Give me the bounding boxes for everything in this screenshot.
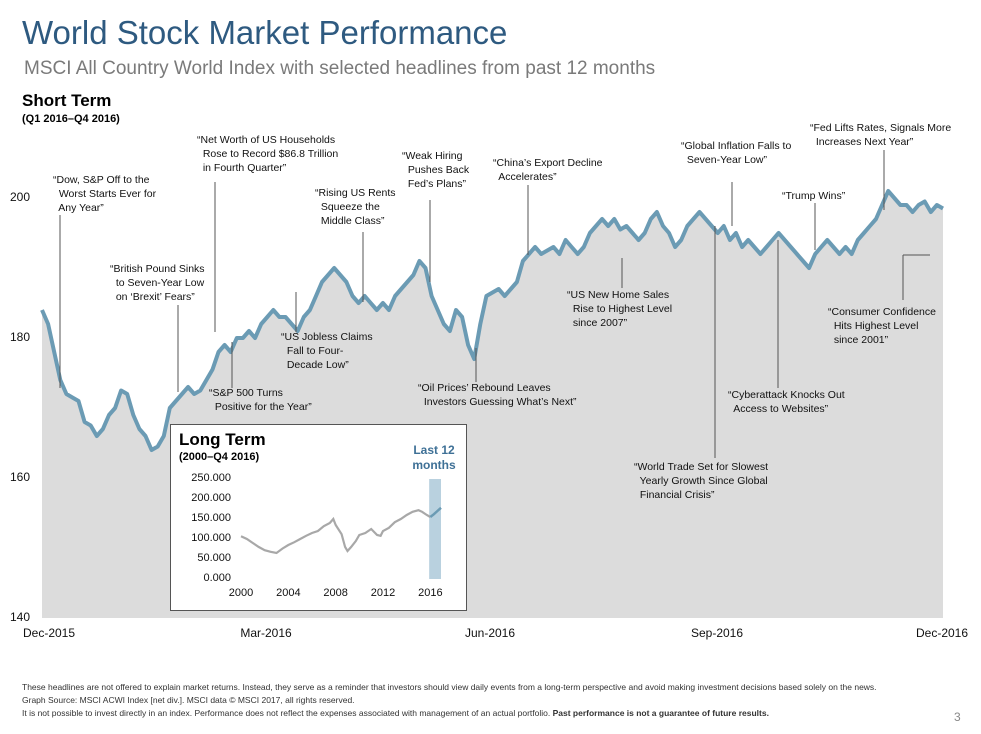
page-number: 3 bbox=[954, 710, 961, 724]
x-tick-label: Sep-2016 bbox=[690, 626, 744, 640]
footnote-source: Graph Source: MSCI ACWI Index [net div.]… bbox=[22, 695, 355, 705]
headline-10: “US New Home Sales Rise to Highest Level… bbox=[567, 289, 673, 329]
long-term-y-tick-label: 100.000 bbox=[191, 532, 231, 544]
headline-4: “S&P 500 Turns Positive for the Year” bbox=[209, 387, 312, 413]
footnote-performance-text: It is not possible to invest directly in… bbox=[22, 708, 553, 718]
x-tick-label: Mar-2016 bbox=[240, 626, 292, 640]
long-term-y-tick-label: 200.000 bbox=[191, 492, 231, 504]
long-term-y-tick-label: 50.000 bbox=[197, 552, 231, 564]
headline-11: “World Trade Set for Slowest Yearly Grow… bbox=[634, 461, 769, 501]
last-12-months-label: Last 12 months bbox=[399, 443, 469, 473]
index-line bbox=[40, 189, 944, 452]
headline-8: “Oil Prices’ Rebound Leaves Investors Gu… bbox=[418, 382, 577, 408]
long-term-y-tick-label: 0.000 bbox=[203, 572, 231, 584]
footnote-performance: It is not possible to invest directly in… bbox=[22, 708, 769, 718]
headline-2: “British Pound Sinks to Seven-Year Low o… bbox=[110, 263, 205, 303]
headline-leaders bbox=[59, 150, 930, 458]
y-tick-label: 180 bbox=[9, 330, 30, 344]
last-12-months-label-line2: months bbox=[412, 458, 456, 472]
long-term-x-tick-label: 2008 bbox=[323, 587, 348, 599]
headline-7: “Weak Hiring Pushes Back Fed’s Plans” bbox=[402, 150, 470, 190]
short-term-title: Short Term bbox=[22, 91, 112, 110]
headline-14: “Trump Wins” bbox=[782, 190, 846, 202]
long-term-x-tick-label: 2004 bbox=[276, 587, 301, 599]
y-tick-label: 160 bbox=[9, 470, 30, 484]
page-title: World Stock Market Performance bbox=[22, 14, 508, 51]
long-term-title: Long Term bbox=[179, 430, 266, 449]
headline-15: “Fed Lifts Rates, Signals More Increases… bbox=[810, 122, 952, 148]
x-tick-label: Dec-2015 bbox=[22, 626, 76, 640]
long-term-y-tick-label: 250.000 bbox=[191, 472, 231, 484]
long-term-inset: Long Term (2000–Q4 2016) Last 12 months … bbox=[170, 424, 467, 611]
headline-12: “Global Inflation Falls to Seven-Year Lo… bbox=[681, 140, 792, 166]
headline-16: “Consumer Confidence Hits Highest Level … bbox=[828, 306, 936, 346]
x-tick-label: Jun-2016 bbox=[464, 626, 516, 640]
y-tick-label: 200 bbox=[9, 190, 30, 204]
long-term-x-tick-label: 2012 bbox=[370, 587, 396, 599]
headline-5: “US Jobless Claims Fall to Four- Decade … bbox=[281, 331, 373, 371]
long-term-y-tick-label: 150.000 bbox=[191, 512, 231, 524]
headline-6: “Rising US Rents Squeeze the Middle Clas… bbox=[315, 187, 396, 227]
y-tick-label: 140 bbox=[9, 610, 30, 624]
footnote-disclaimer: These headlines are not offered to expla… bbox=[22, 682, 877, 692]
long-term-line bbox=[240, 509, 431, 555]
headline-1: “Dow, S&P Off to the Worst Starts Ever f… bbox=[53, 174, 157, 214]
long-term-x-tick-label: 2016 bbox=[418, 587, 443, 599]
long-term-period: (2000–Q4 2016) bbox=[179, 451, 260, 463]
headline-9: “China’s Export Decline Accelerates” bbox=[493, 157, 603, 183]
last-12-months-highlight bbox=[429, 479, 441, 579]
long-term-line-recent bbox=[429, 506, 442, 518]
last-12-months-label-line1: Last 12 bbox=[413, 443, 455, 457]
page-subtitle: MSCI All Country World Index with select… bbox=[24, 58, 656, 79]
long-term-x-tick-label: 2000 bbox=[228, 587, 254, 599]
short-term-period: (Q1 2016–Q4 2016) bbox=[22, 113, 120, 125]
x-tick-label: Dec-2016 bbox=[915, 626, 969, 640]
headline-13: “Cyberattack Knocks Out Access to Websit… bbox=[728, 389, 845, 415]
long-term-chart bbox=[240, 479, 442, 579]
footnote-past-performance: Past performance is not a guarantee of f… bbox=[552, 708, 769, 718]
headline-3: “Net Worth of US Households Rose to Reco… bbox=[197, 134, 339, 174]
